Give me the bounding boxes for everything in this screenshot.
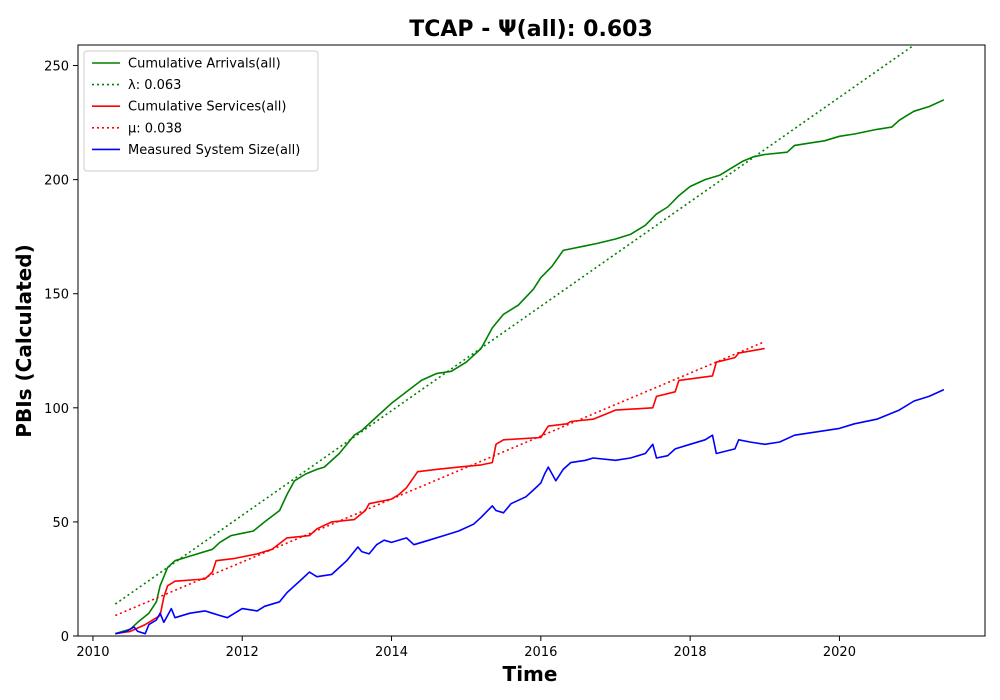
y-axis-label: PBIs (Calculated) <box>12 244 36 437</box>
legend-label: Measured System Size(all) <box>128 143 300 158</box>
y-tick-label: 200 <box>44 174 69 189</box>
y-tick-label: 0 <box>61 630 69 645</box>
series-line-0 <box>115 99 945 635</box>
x-tick-label: 2012 <box>226 645 259 660</box>
legend-label: λ: 0.063 <box>128 78 181 93</box>
x-axis-label: Time <box>503 662 558 686</box>
plot-frame <box>77 44 986 637</box>
chart-title: TCAP - Ψ(all): 0.603 <box>409 17 653 42</box>
series-line-2 <box>115 347 765 635</box>
x-tick-label: 2014 <box>375 645 408 660</box>
y-tick-label: 150 <box>44 288 69 303</box>
legend-label: μ: 0.038 <box>128 121 182 136</box>
x-tick-label: 2020 <box>823 645 856 660</box>
legend-label: Cumulative Arrivals(all) <box>128 57 281 72</box>
y-tick-label: 250 <box>44 60 69 75</box>
plot-lines <box>114 45 945 635</box>
legend: Cumulative Arrivals(all) λ: 0.063 Cumulati… <box>83 50 319 172</box>
y-tick-label: 100 <box>44 402 69 417</box>
legend-label: Cumulative Services(all) <box>128 100 286 115</box>
y-axis: 0 50 100 150 200 250 <box>44 60 78 645</box>
series-line-4 <box>115 388 945 635</box>
x-axis: 2010 2012 2014 2016 2018 2020 <box>76 636 856 660</box>
x-tick-label: 2016 <box>524 645 557 660</box>
legend-box <box>83 50 319 172</box>
y-tick-label: 50 <box>52 516 69 531</box>
x-tick-label: 2018 <box>674 645 707 660</box>
x-tick-label: 2010 <box>76 645 109 660</box>
